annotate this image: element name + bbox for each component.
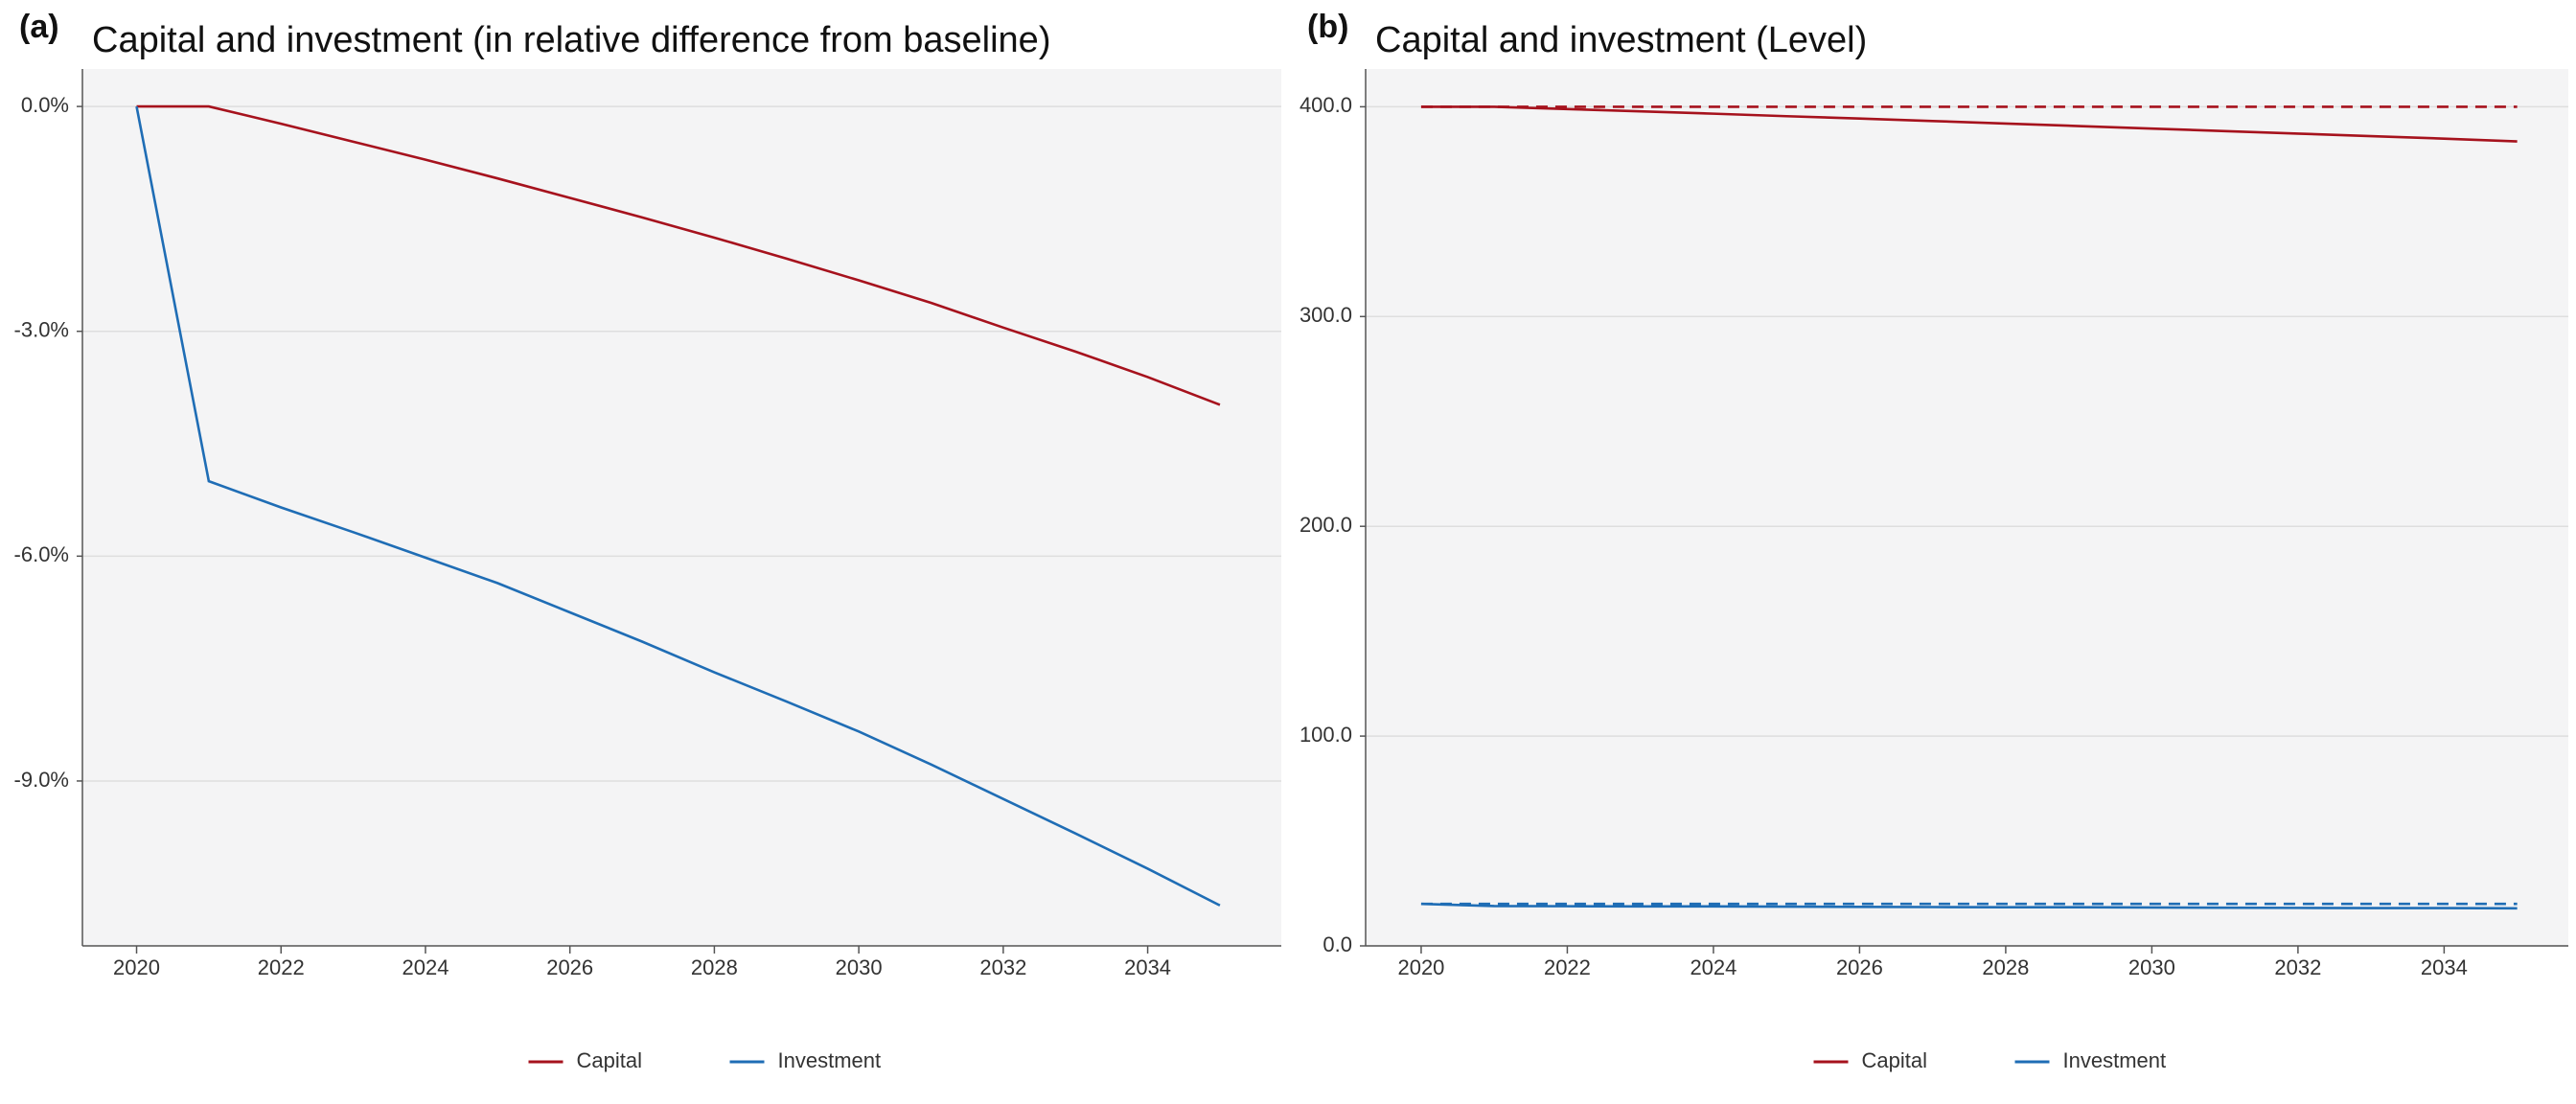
series-line <box>1420 105 2518 143</box>
x-tick-label: 2026 <box>1836 955 1883 979</box>
x-tick-label: 2034 <box>2421 955 2468 979</box>
x-tick-label: 2034 <box>1124 955 1171 979</box>
panel-tag: (a) <box>19 9 59 45</box>
chart-title: Capital and investment (Level) <box>1375 20 1867 60</box>
x-tick-label: 2022 <box>1544 955 1591 979</box>
legend-label: Investment <box>778 1048 882 1072</box>
x-tick-label: 2030 <box>2128 955 2175 979</box>
x-tick-label: 2028 <box>691 955 738 979</box>
y-tick-label: 400.0 <box>1300 93 1352 117</box>
legend-label: Investment <box>2063 1048 2167 1072</box>
y-tick-label: 100.0 <box>1300 723 1352 747</box>
plot-background <box>1366 69 2568 946</box>
y-tick-label: 0.0 <box>1322 932 1352 956</box>
plot-background <box>82 69 1281 946</box>
y-tick-label: 0.0% <box>21 93 69 117</box>
y-tick-label: -6.0% <box>14 542 69 566</box>
x-tick-label: 2028 <box>1982 955 2029 979</box>
series-line <box>136 104 1221 406</box>
x-tick-label: 2020 <box>1397 955 1444 979</box>
x-tick-label: 2030 <box>836 955 883 979</box>
x-tick-label: 2024 <box>402 955 448 979</box>
legend-label: Capital <box>577 1048 642 1072</box>
series-line <box>1420 902 2518 910</box>
chart-title: Capital and investment (in relative diff… <box>92 20 1050 60</box>
x-tick-label: 2032 <box>2274 955 2321 979</box>
x-tick-label: 2022 <box>258 955 305 979</box>
x-tick-label: 2024 <box>1690 955 1736 979</box>
x-tick-label: 2032 <box>979 955 1026 979</box>
x-tick-label: 2020 <box>113 955 160 979</box>
series-line <box>135 105 1221 907</box>
y-tick-label: 200.0 <box>1300 513 1352 537</box>
y-tick-label: -9.0% <box>14 768 69 792</box>
x-tick-label: 2026 <box>546 955 593 979</box>
y-tick-label: -3.0% <box>14 318 69 342</box>
panel-tag: (b) <box>1307 9 1348 45</box>
y-tick-label: 300.0 <box>1300 303 1352 327</box>
legend-label: Capital <box>1862 1048 1927 1072</box>
